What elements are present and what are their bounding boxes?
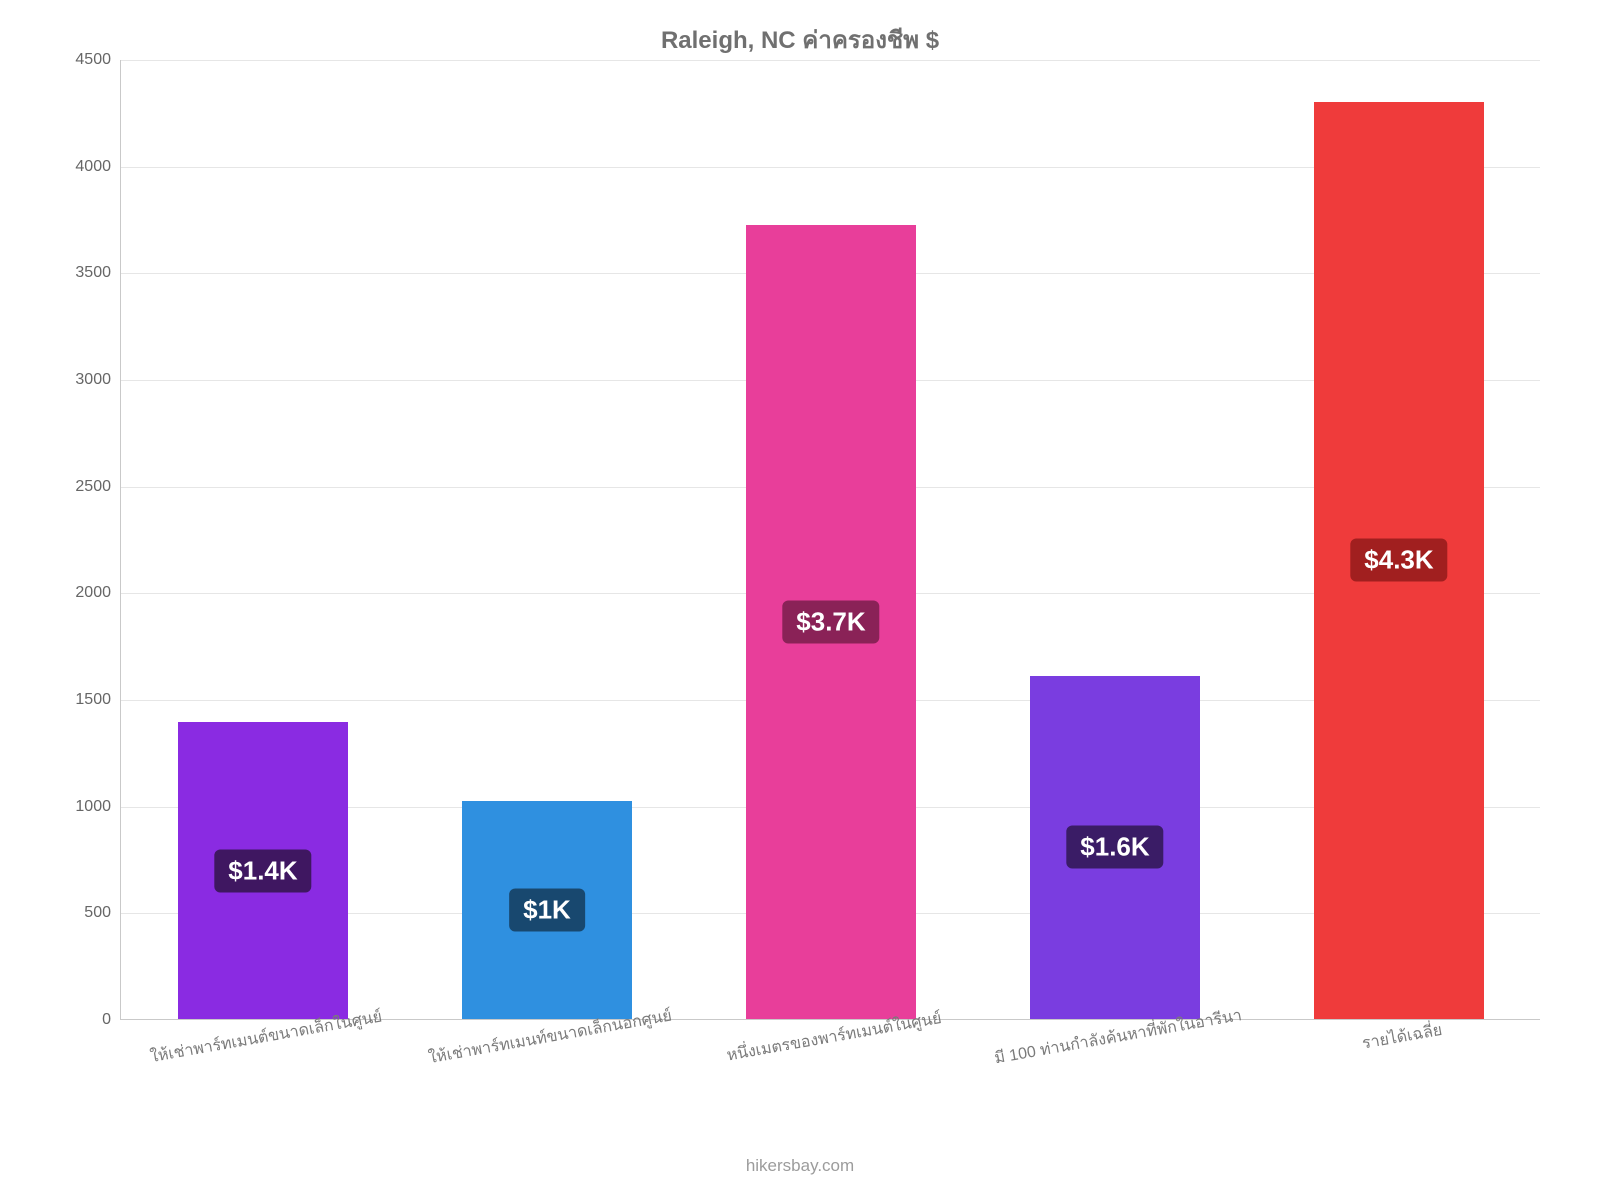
bar-value-badge: $1.4K <box>214 849 311 892</box>
bar-value-badge: $1.6K <box>1066 826 1163 869</box>
y-axis-tick-label: 4000 <box>75 158 121 176</box>
bar: $3.7K <box>746 225 916 1019</box>
y-axis-tick-label: 0 <box>102 1011 121 1029</box>
gridline <box>121 60 1540 61</box>
bar-value-badge: $4.3K <box>1350 539 1447 582</box>
bar: $4.3K <box>1314 102 1484 1019</box>
y-axis-tick-label: 500 <box>84 904 121 922</box>
chart-title: Raleigh, NC ค่าครองชีพ $ <box>0 20 1600 59</box>
y-axis-tick-label: 3000 <box>75 371 121 389</box>
y-axis-tick-label: 2000 <box>75 584 121 602</box>
y-axis-tick-label: 1000 <box>75 798 121 816</box>
bar: $1.6K <box>1030 676 1200 1019</box>
bar: $1.4K <box>178 722 348 1019</box>
bar-value-badge: $1K <box>509 889 585 932</box>
y-axis-tick-label: 1500 <box>75 691 121 709</box>
cost-of-living-chart: Raleigh, NC ค่าครองชีพ $ 050010001500200… <box>0 0 1600 1200</box>
source-credit: hikersbay.com <box>0 1156 1600 1176</box>
plot-area: 050010001500200025003000350040004500$1.4… <box>120 60 1540 1020</box>
y-axis-tick-label: 4500 <box>75 51 121 69</box>
bar: $1K <box>462 801 632 1019</box>
y-axis-tick-label: 2500 <box>75 478 121 496</box>
y-axis-tick-label: 3500 <box>75 264 121 282</box>
bar-value-badge: $3.7K <box>782 601 879 644</box>
